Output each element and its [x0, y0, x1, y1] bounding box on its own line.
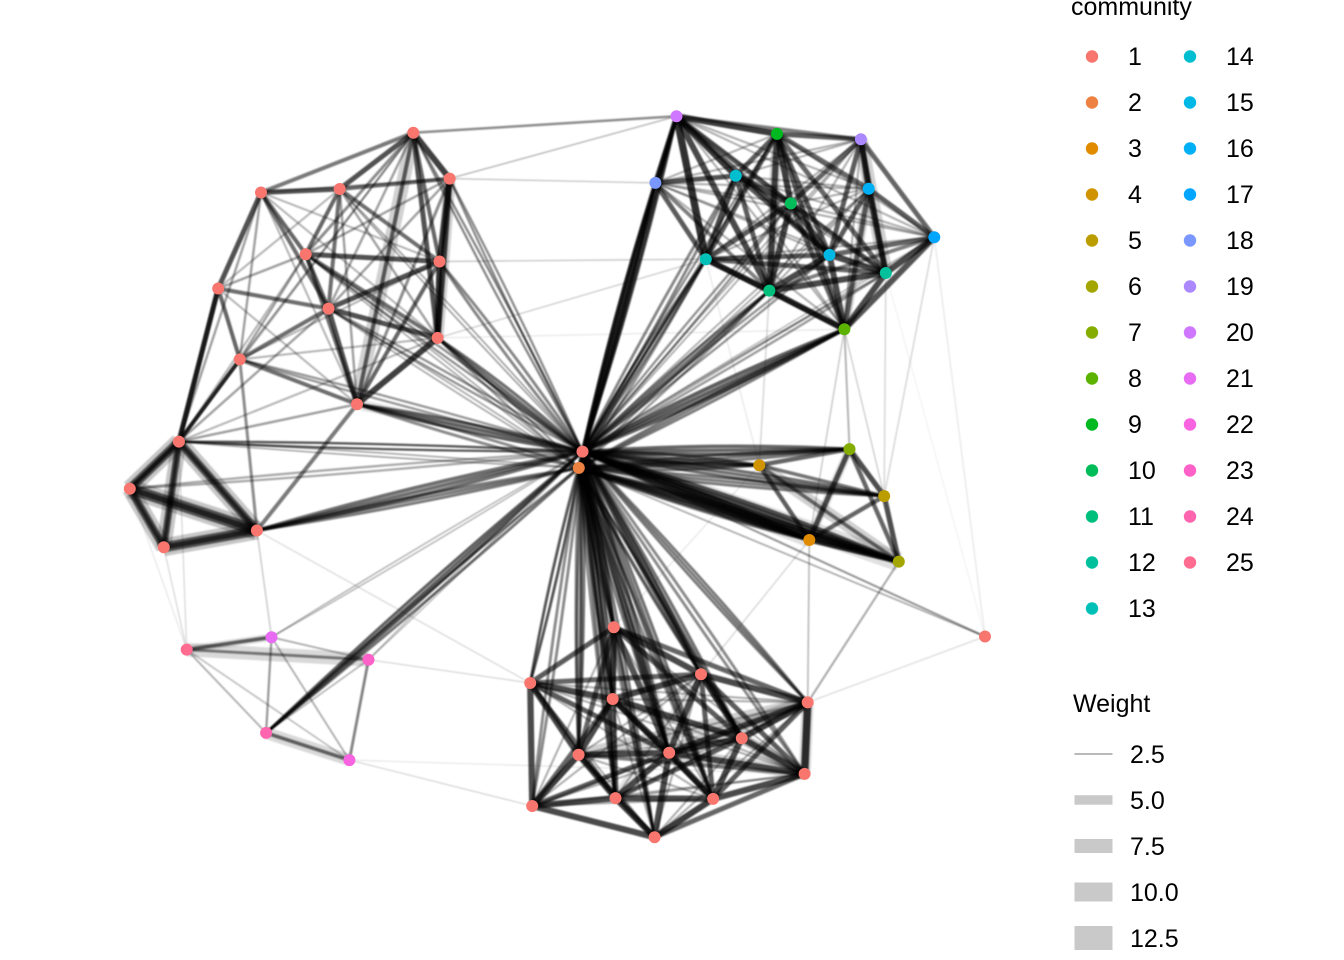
- svg-text:18: 18: [1226, 227, 1254, 255]
- svg-text:13: 13: [1128, 595, 1156, 623]
- svg-text:7: 7: [1128, 319, 1142, 347]
- svg-text:4: 4: [1128, 181, 1142, 209]
- svg-text:22: 22: [1226, 411, 1254, 439]
- svg-text:17: 17: [1226, 181, 1254, 209]
- svg-text:community: community: [1071, 0, 1192, 21]
- svg-text:10: 10: [1128, 457, 1156, 485]
- svg-text:6: 6: [1128, 273, 1142, 301]
- svg-text:Weight: Weight: [1073, 690, 1150, 718]
- svg-text:15: 15: [1226, 89, 1254, 117]
- svg-text:12.5: 12.5: [1130, 925, 1179, 953]
- svg-text:25: 25: [1226, 549, 1254, 577]
- svg-text:24: 24: [1226, 503, 1254, 531]
- svg-text:8: 8: [1128, 365, 1142, 393]
- svg-text:3: 3: [1128, 135, 1142, 163]
- svg-text:21: 21: [1226, 365, 1254, 393]
- svg-text:1: 1: [1128, 43, 1142, 71]
- svg-text:23: 23: [1226, 457, 1254, 485]
- svg-text:2: 2: [1128, 89, 1142, 117]
- svg-text:20: 20: [1226, 319, 1254, 347]
- svg-text:5.0: 5.0: [1130, 787, 1165, 815]
- svg-text:7.5: 7.5: [1130, 833, 1165, 861]
- svg-text:9: 9: [1128, 411, 1142, 439]
- svg-text:2.5: 2.5: [1130, 741, 1165, 769]
- svg-text:12: 12: [1128, 549, 1156, 577]
- svg-text:14: 14: [1226, 43, 1254, 71]
- svg-text:10.0: 10.0: [1130, 879, 1179, 907]
- svg-text:16: 16: [1226, 135, 1254, 163]
- svg-text:5: 5: [1128, 227, 1142, 255]
- svg-text:19: 19: [1226, 273, 1254, 301]
- svg-text:11: 11: [1128, 503, 1154, 531]
